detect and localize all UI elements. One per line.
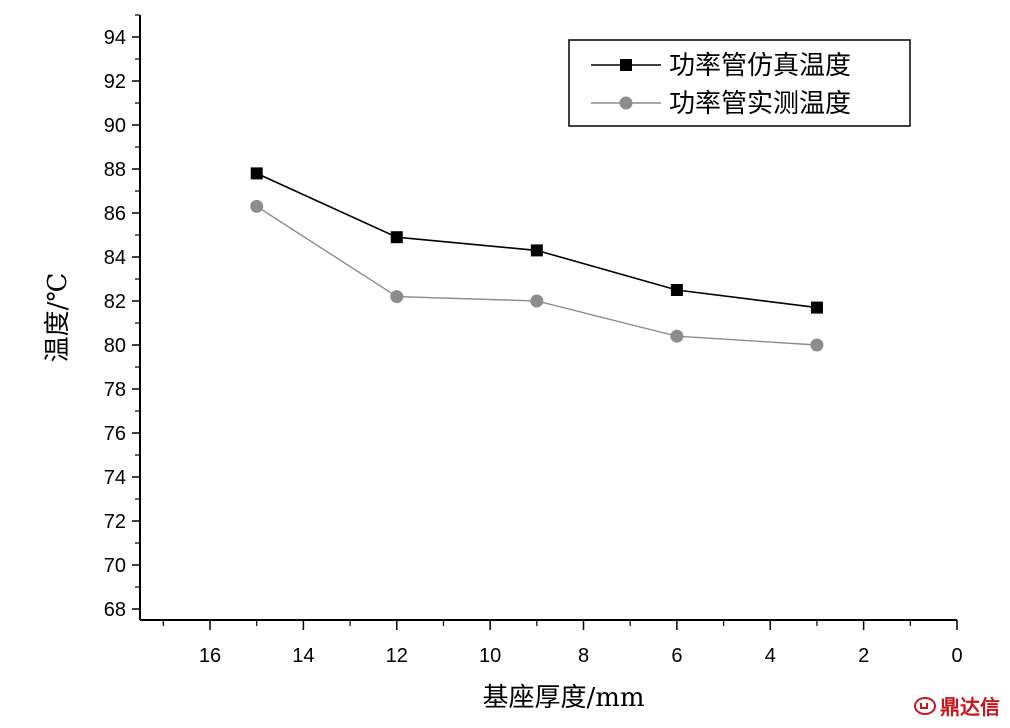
y-tick-label: 94 <box>104 27 126 49</box>
data-point-square <box>250 167 263 180</box>
y-tick-label: 68 <box>104 599 126 621</box>
data-point-circle <box>810 338 824 352</box>
y-tick-label: 72 <box>104 511 126 533</box>
legend-marker-circle <box>619 96 633 110</box>
data-point-circle <box>670 329 684 343</box>
x-axis-ticks: 16 14 12 10 8 6 4 2 0 <box>162 620 963 667</box>
y-tick-label: 84 <box>104 247 126 269</box>
x-axis-title: 基座厚度/mm <box>482 683 644 713</box>
y-axis-ticks: 68 70 72 74 76 78 80 82 84 86 88 90 92 94 <box>104 14 140 621</box>
x-tick-label: 8 <box>578 645 589 667</box>
series-1 <box>250 167 823 314</box>
x-tick-label: 16 <box>199 645 221 667</box>
y-tick-label: 88 <box>104 159 126 181</box>
data-point-square <box>530 244 543 257</box>
data-point-circle <box>250 199 264 213</box>
x-tick-label: 2 <box>858 645 869 667</box>
data-point-circle <box>390 290 404 304</box>
legend-item: 功率管实测温度 <box>591 89 851 119</box>
y-tick-label: 76 <box>104 423 126 445</box>
x-tick-label: 6 <box>671 645 682 667</box>
legend-label: 功率管实测温度 <box>669 89 851 119</box>
series-line <box>256 205 817 346</box>
data-point-square <box>390 231 403 244</box>
watermark-text: 鼎达信 <box>940 695 1000 719</box>
y-tick-label: 80 <box>104 335 126 357</box>
x-tick-label: 4 <box>765 645 776 667</box>
legend-marker-square <box>620 59 632 71</box>
x-tick-label: 14 <box>292 645 314 667</box>
y-tick-label: 70 <box>104 555 126 577</box>
series-2 <box>250 199 824 352</box>
y-tick-label: 78 <box>104 379 126 401</box>
y-tick-label: 86 <box>104 203 126 225</box>
x-tick-label: 0 <box>951 645 962 667</box>
legend-item: 功率管仿真温度 <box>591 51 851 81</box>
data-point-circle <box>530 294 544 308</box>
y-tick-label: 92 <box>104 71 126 93</box>
y-tick-label: 74 <box>104 467 126 489</box>
axes <box>139 15 957 621</box>
y-tick-label: 82 <box>104 291 126 313</box>
data-point-square <box>810 301 823 314</box>
legend-box <box>568 39 911 127</box>
y-tick-label: 90 <box>104 115 126 137</box>
watermark-logo-icon <box>914 696 936 715</box>
x-tick-label: 12 <box>386 645 408 667</box>
legend-label: 功率管仿真温度 <box>669 51 851 81</box>
x-tick-label: 10 <box>479 645 501 667</box>
y-axis-title: 温度/℃ <box>43 273 73 363</box>
series-line <box>256 172 818 309</box>
series-layer <box>250 167 824 352</box>
watermark: 鼎达信 <box>914 691 1000 720</box>
data-point-square <box>670 284 683 296</box>
